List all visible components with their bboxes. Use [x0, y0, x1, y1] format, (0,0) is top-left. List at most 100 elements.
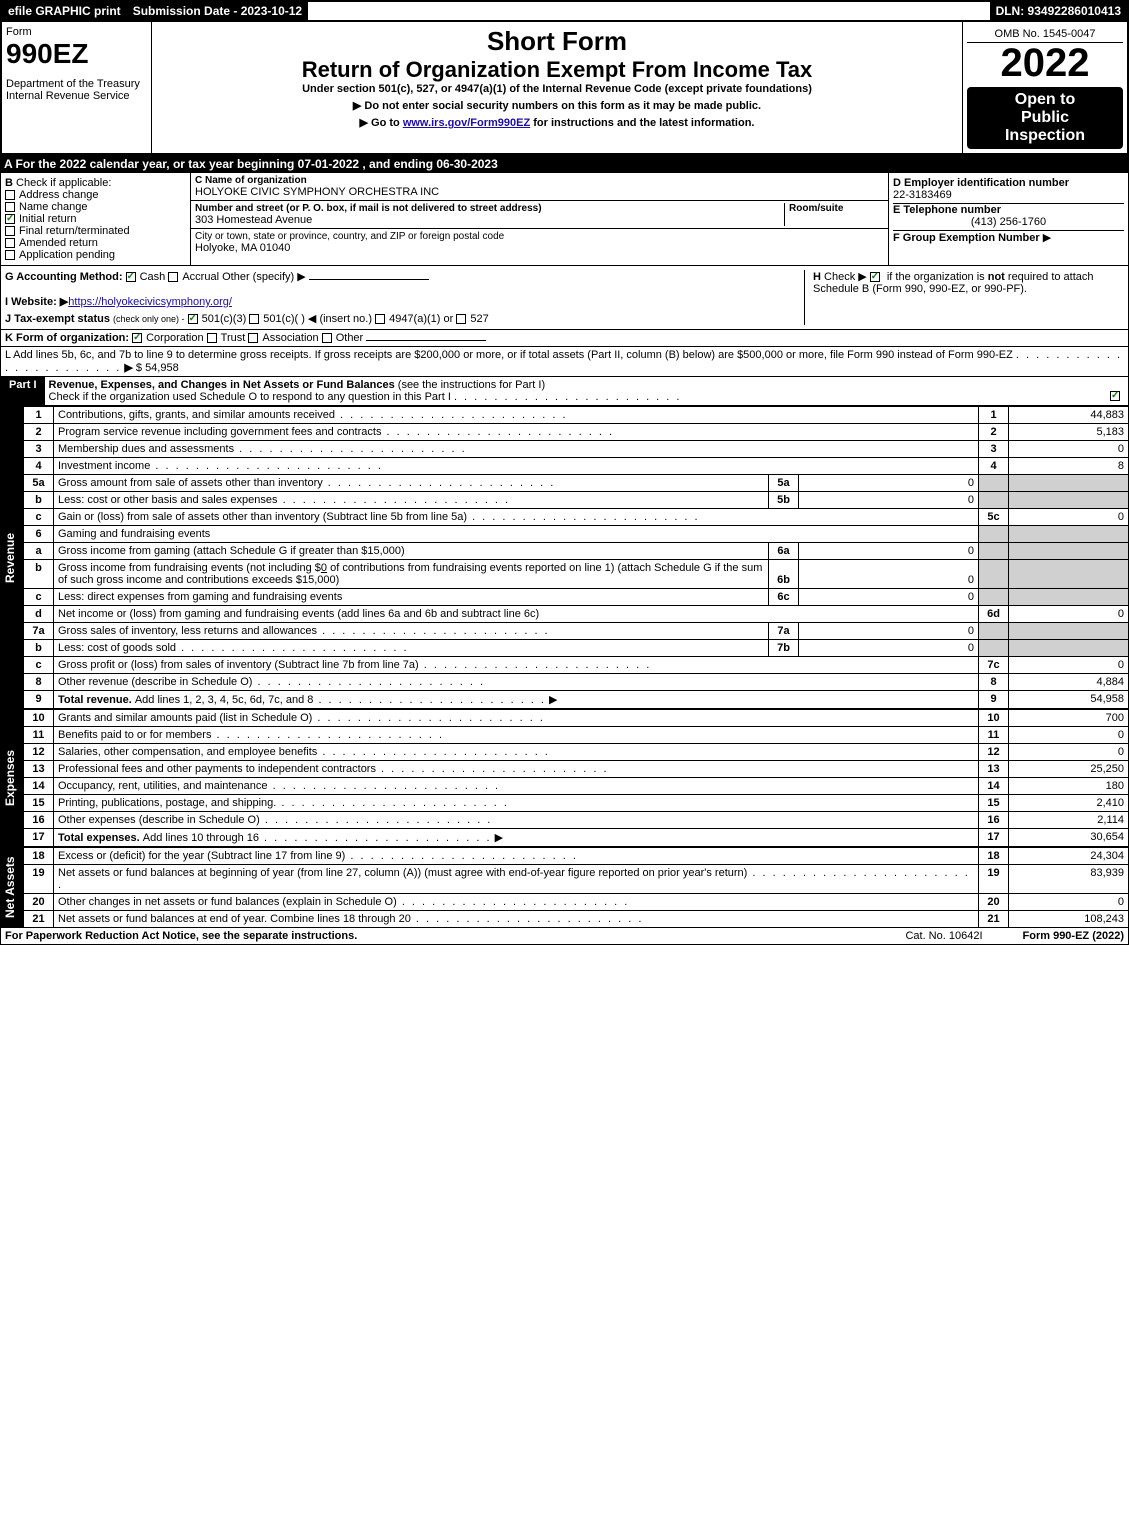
- part-i-desc: Revenue, Expenses, and Changes in Net As…: [45, 377, 1128, 405]
- g-label: G Accounting Method:: [5, 271, 123, 283]
- city-label: City or town, state or province, country…: [195, 231, 884, 242]
- ein-label: D Employer identification number: [893, 177, 1069, 189]
- expenses-table: 10Grants and similar amounts paid (list …: [23, 709, 1129, 847]
- org-name-label: C Name of organization: [195, 175, 884, 186]
- line-11: 11Benefits paid to or for members110: [24, 727, 1129, 744]
- label-application-pending: Application pending: [19, 249, 115, 261]
- h-label: H: [813, 271, 821, 283]
- checkbox-application-pending[interactable]: [5, 250, 15, 260]
- checkbox-address-change[interactable]: [5, 190, 15, 200]
- l-text: L Add lines 5b, 6c, and 7b to line 9 to …: [5, 349, 1013, 361]
- org-name: HOLYOKE CIVIC SYMPHONY ORCHESTRA INC: [195, 186, 884, 198]
- open-line-3: Inspection: [971, 127, 1119, 145]
- label-trust: Trust: [221, 332, 246, 344]
- net-assets-side-label: Net Assets: [1, 847, 23, 928]
- checkbox-527[interactable]: [456, 314, 466, 324]
- line-9: 9Total revenue. Add lines 1, 2, 3, 4, 5c…: [24, 691, 1129, 709]
- instr-suffix: for instructions and the latest informat…: [530, 117, 754, 129]
- section-b: B Check if applicable: Address change Na…: [1, 173, 191, 265]
- org-name-row: C Name of organization HOLYOKE CIVIC SYM…: [191, 173, 888, 201]
- addr-label: Number and street (or P. O. box, if mail…: [195, 203, 784, 214]
- checkbox-corp[interactable]: [132, 333, 142, 343]
- line-18: 18Excess or (deficit) for the year (Subt…: [24, 848, 1129, 865]
- label-501c: 501(c)( ): [263, 313, 305, 325]
- line-6c: cLess: direct expenses from gaming and f…: [24, 589, 1129, 606]
- return-title: Return of Organization Exempt From Incom…: [160, 57, 954, 83]
- line-1: 1Contributions, gifts, grants, and simil…: [24, 407, 1129, 424]
- section-d-e-f: D Employer identification number 22-3183…: [888, 173, 1128, 265]
- line-19: 19Net assets or fund balances at beginni…: [24, 865, 1129, 894]
- ein-value: 22-3183469: [893, 189, 1124, 204]
- form-number: 990EZ: [6, 38, 147, 70]
- header-right: OMB No. 1545-0047 2022 Open to Public In…: [962, 22, 1127, 153]
- label-final-return: Final return/terminated: [19, 225, 130, 237]
- row-a: A For the 2022 calendar year, or tax yea…: [0, 155, 1129, 173]
- label-527: 527: [470, 313, 488, 325]
- submission-date: Submission Date - 2023-10-12: [127, 2, 308, 20]
- k-label: K Form of organization:: [5, 332, 129, 344]
- revenue-section: Revenue 1Contributions, gifts, grants, a…: [0, 406, 1129, 709]
- expenses-side-label: Expenses: [1, 709, 23, 847]
- line-5b: bLess: cost or other basis and sales exp…: [24, 492, 1129, 509]
- checkbox-h[interactable]: [870, 272, 880, 282]
- tax-year: 2022: [967, 43, 1123, 83]
- checkbox-501c3[interactable]: [188, 314, 198, 324]
- line-14: 14Occupancy, rent, utilities, and mainte…: [24, 778, 1129, 795]
- instr-prefix: ▶ Go to: [360, 117, 403, 129]
- line-2: 2Program service revenue including gover…: [24, 424, 1129, 441]
- checkbox-trust[interactable]: [207, 333, 217, 343]
- net-assets-table: 18Excess or (deficit) for the year (Subt…: [23, 847, 1129, 928]
- label-name-change: Name change: [19, 201, 88, 213]
- footer-center: Cat. No. 10642I: [905, 930, 982, 942]
- city-row: City or town, state or province, country…: [191, 229, 888, 256]
- under-section: Under section 501(c), 527, or 4947(a)(1)…: [160, 83, 954, 95]
- checkbox-assoc[interactable]: [248, 333, 258, 343]
- checkbox-other-org[interactable]: [322, 333, 332, 343]
- label-other-method: Other (specify) ▶: [222, 271, 306, 283]
- line-13: 13Professional fees and other payments t…: [24, 761, 1129, 778]
- checkbox-cash[interactable]: [126, 272, 136, 282]
- revenue-side-label: Revenue: [1, 406, 23, 709]
- checkbox-schedule-o[interactable]: [1110, 391, 1120, 401]
- h-not: not: [988, 271, 1005, 283]
- open-line-1: Open to: [971, 91, 1119, 109]
- j-label: J Tax-exempt status: [5, 313, 110, 325]
- label-corp: Corporation: [146, 332, 203, 344]
- checkbox-final-return[interactable]: [5, 226, 15, 236]
- row-g-h: G Accounting Method: Cash Accrual Other …: [0, 266, 1129, 330]
- group-exemption-label: F Group Exemption Number: [893, 232, 1040, 244]
- section-b-c-d: B Check if applicable: Address change Na…: [0, 173, 1129, 266]
- phone-label: E Telephone number: [893, 204, 1001, 216]
- instr-goto: ▶ Go to www.irs.gov/Form990EZ for instru…: [160, 116, 954, 129]
- section-c: C Name of organization HOLYOKE CIVIC SYM…: [191, 173, 888, 265]
- line-12: 12Salaries, other compensation, and empl…: [24, 744, 1129, 761]
- irs-label: Internal Revenue Service: [6, 90, 147, 102]
- header-left: Form 990EZ Department of the Treasury In…: [2, 22, 152, 153]
- website-link[interactable]: https://holyokecivicsymphony.org/: [68, 296, 232, 308]
- checkbox-501c[interactable]: [249, 314, 259, 324]
- form-label: Form: [6, 26, 147, 38]
- label-amended-return: Amended return: [19, 237, 98, 249]
- checkbox-initial-return[interactable]: [5, 214, 15, 224]
- l-amount: $ 54,958: [136, 362, 179, 374]
- checkbox-amended-return[interactable]: [5, 238, 15, 248]
- line-7c: cGross profit or (loss) from sales of in…: [24, 657, 1129, 674]
- room-label: Room/suite: [789, 203, 884, 214]
- line-8: 8Other revenue (describe in Schedule O)8…: [24, 674, 1129, 691]
- irs-link[interactable]: www.irs.gov/Form990EZ: [403, 117, 530, 129]
- line-7a: 7aGross sales of inventory, less returns…: [24, 623, 1129, 640]
- open-line-2: Public: [971, 109, 1119, 127]
- checkbox-4947[interactable]: [375, 314, 385, 324]
- checkbox-name-change[interactable]: [5, 202, 15, 212]
- checkbox-accrual[interactable]: [168, 272, 178, 282]
- h-section: H Check ▶ if the organization is not req…: [804, 270, 1124, 325]
- h-check-text: Check ▶: [824, 271, 867, 283]
- line-10: 10Grants and similar amounts paid (list …: [24, 710, 1129, 727]
- l-arrow: ▶: [124, 362, 132, 374]
- phone-value: (413) 256-1760: [893, 216, 1124, 231]
- label-501c3: 501(c)(3): [202, 313, 247, 325]
- revenue-table: 1Contributions, gifts, grants, and simil…: [23, 406, 1129, 709]
- footer-left: For Paperwork Reduction Act Notice, see …: [5, 930, 905, 942]
- footer: For Paperwork Reduction Act Notice, see …: [0, 928, 1129, 945]
- label-assoc: Association: [262, 332, 318, 344]
